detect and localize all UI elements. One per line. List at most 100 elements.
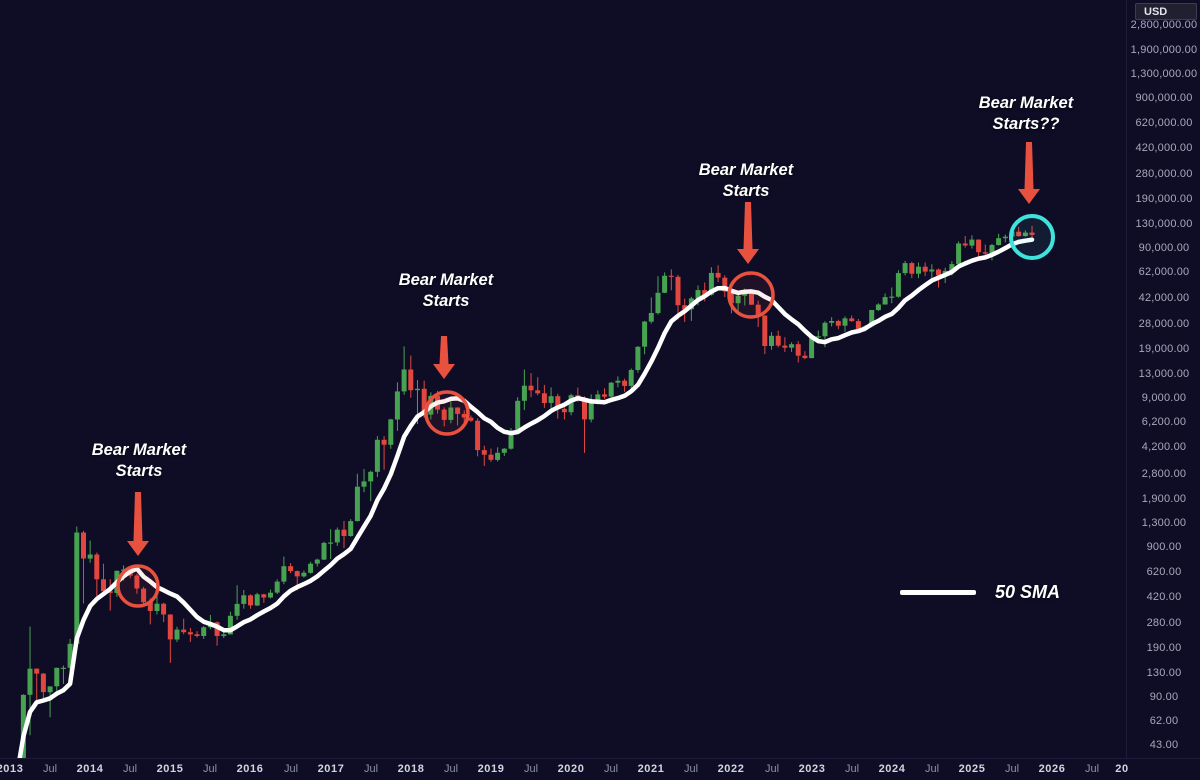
price-tick-label: 1,900,000.00 — [1130, 44, 1198, 56]
candle — [789, 342, 795, 352]
candle — [969, 235, 975, 249]
price-tick-label: 42,000.00 — [1138, 292, 1190, 304]
price-tick-label: 130,000.00 — [1135, 218, 1193, 230]
candle — [60, 665, 66, 684]
price-tick-label: 280.00 — [1146, 617, 1182, 629]
candle — [134, 573, 140, 594]
price-tick-label: 2,800,000.00 — [1130, 19, 1198, 31]
candle — [468, 415, 474, 422]
time-tick-label: 2024 — [878, 763, 906, 775]
candle — [902, 260, 908, 276]
highlight-circle — [727, 271, 775, 319]
candle — [248, 594, 253, 609]
price-tick-label: 900.00 — [1146, 541, 1182, 553]
time-tick-label: Jul — [924, 763, 940, 775]
candle — [962, 236, 968, 248]
candle — [54, 667, 60, 696]
down-arrow-icon — [433, 336, 455, 379]
candle — [622, 378, 628, 392]
price-tick-label: 28,000.00 — [1138, 318, 1190, 330]
candle — [615, 376, 621, 388]
candlestick-chart[interactable] — [0, 0, 1126, 758]
candle — [842, 316, 848, 332]
time-axis[interactable]: 2013 Jul 2014 Jul 2015 Jul 2016 Jul 2017 Jul 2018 J… — [0, 758, 1200, 780]
price-tick-label: 2,800.00 — [1141, 468, 1187, 480]
candle — [495, 447, 501, 462]
currency-button[interactable]: USD — [1135, 3, 1197, 20]
candle — [374, 436, 380, 478]
candle — [94, 552, 100, 600]
candle — [642, 320, 648, 355]
price-tick-label: 130.00 — [1146, 667, 1182, 679]
annotation-text: Bear Market Starts — [398, 271, 494, 310]
candle — [321, 541, 327, 560]
price-tick-label: 1,900.00 — [1141, 493, 1187, 505]
time-tick-label: Jul — [844, 763, 860, 775]
candle — [755, 300, 761, 327]
candle — [795, 341, 801, 363]
candle — [475, 418, 481, 457]
price-tick-label: 620.00 — [1146, 566, 1182, 578]
candle — [40, 673, 46, 699]
candle — [448, 401, 454, 424]
candle — [334, 527, 340, 546]
candle — [602, 388, 607, 399]
candle — [548, 387, 554, 412]
candle — [308, 561, 314, 574]
candle — [775, 330, 781, 348]
price-axis[interactable]: 2,800,000.00 1,900,000.00 1,300,000.00 900,… — [1126, 0, 1200, 758]
candle — [314, 558, 320, 567]
candle — [515, 397, 521, 432]
time-tick-label: Jul — [1084, 763, 1100, 775]
candle — [895, 270, 901, 298]
price-tick-label: 190.00 — [1146, 642, 1182, 654]
candle — [174, 626, 180, 642]
candle — [889, 287, 895, 304]
candle — [521, 369, 527, 411]
time-tick-label: Jul — [683, 763, 699, 775]
time-tick-label: Jul — [523, 763, 539, 775]
candle — [882, 293, 888, 305]
time-tick-label: Jul — [42, 763, 58, 775]
candle — [662, 272, 668, 294]
price-tick-label: 43.00 — [1149, 739, 1179, 751]
price-tick-label: 90.00 — [1149, 691, 1179, 703]
price-tick-label: 1,300,000.00 — [1130, 68, 1198, 80]
candle — [568, 393, 574, 416]
time-tick-label: 2017 — [317, 763, 345, 775]
candle — [1002, 234, 1008, 243]
candle — [394, 382, 400, 431]
time-tick-label: 2018 — [397, 763, 425, 775]
price-tick-label: 420.00 — [1146, 591, 1182, 603]
candle — [87, 540, 93, 563]
candle — [535, 377, 541, 396]
candle — [668, 269, 674, 291]
annotation-shapes — [116, 142, 1055, 608]
candle — [441, 407, 447, 427]
candle — [461, 410, 467, 423]
time-tick-label: 2016 — [236, 763, 264, 775]
price-tick-label: 62.00 — [1149, 715, 1179, 727]
candle — [956, 241, 962, 268]
candle — [675, 274, 681, 320]
candle — [1029, 226, 1035, 239]
candle — [916, 262, 921, 279]
time-tick-label: 2014 — [76, 763, 104, 775]
time-tick-label: 2015 — [156, 763, 184, 775]
candle — [655, 276, 661, 315]
candle — [501, 448, 507, 456]
candle — [855, 319, 861, 331]
candle — [268, 589, 273, 599]
candle — [782, 337, 788, 353]
candle — [161, 602, 167, 623]
price-tick-label: 1,300.00 — [1141, 517, 1187, 529]
time-tick-label: 20 — [1115, 763, 1129, 775]
candle — [488, 448, 494, 462]
sma-legend: 50 SMA — [900, 582, 1060, 603]
candle — [481, 445, 487, 466]
candle — [234, 585, 240, 620]
candle — [181, 618, 187, 635]
candle — [835, 319, 841, 330]
time-tick-label: Jul — [122, 763, 138, 775]
